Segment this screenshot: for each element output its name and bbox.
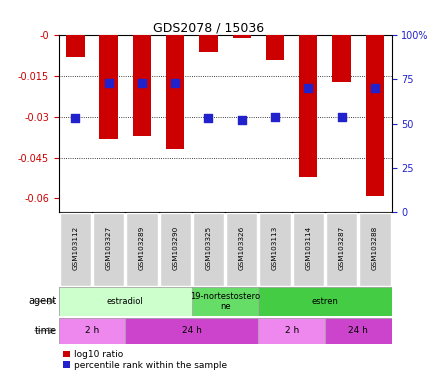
Text: GSM103326: GSM103326	[238, 226, 244, 270]
Bar	[332, 35, 350, 81]
Point	[371, 85, 378, 91]
Point	[138, 80, 145, 86]
Legend: log10 ratio, percentile rank within the sample: log10 ratio, percentile rank within the …	[63, 350, 227, 370]
Bar	[365, 35, 383, 196]
Text: GSM103289: GSM103289	[138, 226, 145, 270]
Text: GSM103112: GSM103112	[72, 226, 78, 270]
Point	[204, 115, 211, 121]
Point	[238, 117, 245, 123]
Text: 2 h: 2 h	[284, 326, 298, 335]
Point	[304, 85, 311, 91]
FancyBboxPatch shape	[93, 213, 124, 286]
Bar	[132, 35, 151, 136]
Text: 19-nortestostero
ne: 19-nortestostero ne	[190, 291, 260, 311]
Title: GDS2078 / 15036: GDS2078 / 15036	[153, 21, 263, 34]
Point	[271, 114, 278, 120]
Text: estradiol: estradiol	[107, 297, 143, 306]
Text: GSM103114: GSM103114	[305, 226, 311, 270]
FancyBboxPatch shape	[59, 213, 91, 286]
FancyBboxPatch shape	[126, 213, 157, 286]
FancyBboxPatch shape	[159, 213, 191, 286]
FancyBboxPatch shape	[191, 287, 258, 316]
Text: GSM103327: GSM103327	[105, 226, 112, 270]
Text: estren: estren	[311, 297, 338, 306]
Text: GSM103288: GSM103288	[371, 226, 377, 270]
Bar	[166, 35, 184, 149]
Point	[105, 80, 112, 86]
Bar	[66, 35, 84, 57]
Text: 2 h: 2 h	[85, 326, 99, 335]
Bar	[232, 35, 250, 38]
FancyBboxPatch shape	[258, 318, 324, 344]
Point	[337, 114, 344, 120]
Text: time: time	[34, 326, 56, 336]
Text: 24 h: 24 h	[348, 326, 367, 335]
FancyBboxPatch shape	[59, 318, 125, 344]
Point	[72, 115, 79, 121]
Bar	[299, 35, 317, 177]
FancyBboxPatch shape	[259, 213, 290, 286]
FancyBboxPatch shape	[324, 318, 391, 344]
Text: 24 h: 24 h	[181, 326, 201, 335]
Bar	[265, 35, 283, 60]
Bar	[99, 35, 118, 139]
Point	[171, 80, 178, 86]
FancyBboxPatch shape	[226, 213, 257, 286]
FancyBboxPatch shape	[59, 287, 191, 316]
Text: GSM103290: GSM103290	[172, 226, 178, 270]
FancyBboxPatch shape	[192, 213, 224, 286]
FancyBboxPatch shape	[125, 318, 258, 344]
Bar	[199, 35, 217, 51]
FancyBboxPatch shape	[325, 213, 356, 286]
Text: GSM103287: GSM103287	[338, 226, 344, 270]
FancyBboxPatch shape	[258, 287, 391, 316]
Text: GSM103325: GSM103325	[205, 226, 211, 270]
FancyBboxPatch shape	[358, 213, 390, 286]
FancyBboxPatch shape	[292, 213, 323, 286]
Text: GSM103113: GSM103113	[271, 226, 277, 270]
Text: agent: agent	[28, 296, 56, 306]
